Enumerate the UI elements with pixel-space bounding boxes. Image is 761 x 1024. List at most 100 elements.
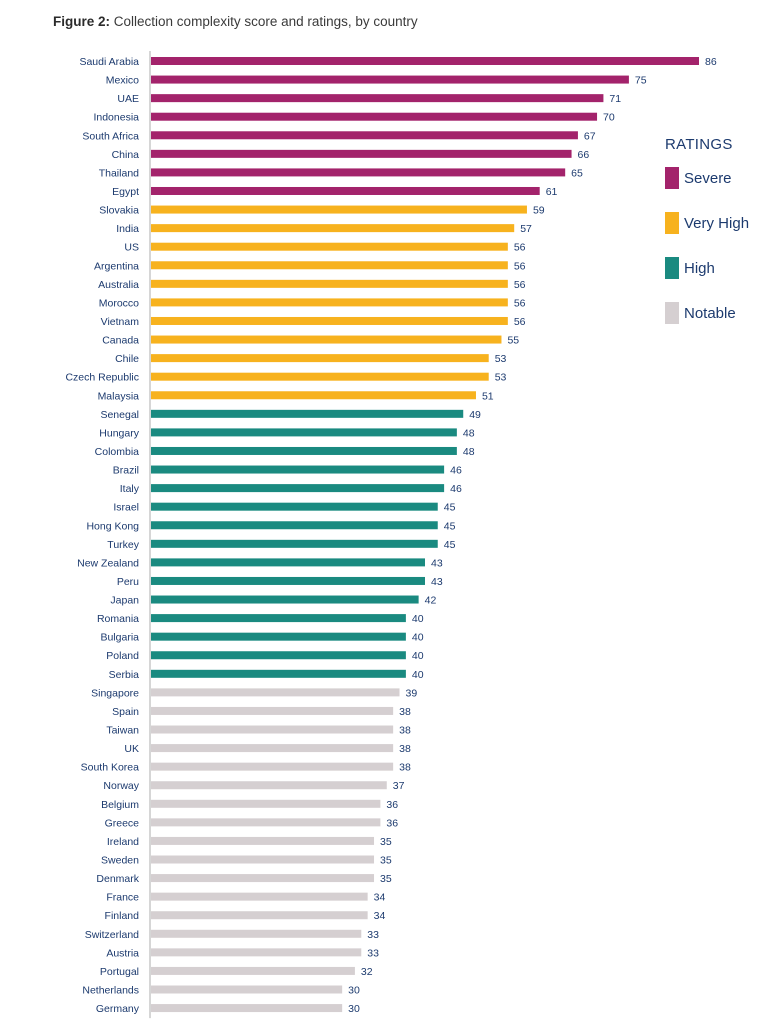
legend-item-notable: Notable bbox=[665, 302, 761, 324]
bar bbox=[151, 929, 362, 938]
value-label: 30 bbox=[348, 985, 360, 997]
category-label: Switzerland bbox=[85, 929, 139, 941]
legend-swatch-high bbox=[665, 257, 679, 279]
bar bbox=[151, 149, 572, 158]
bar bbox=[151, 168, 566, 177]
value-label: 56 bbox=[514, 297, 526, 309]
value-label: 33 bbox=[367, 947, 379, 959]
legend-label-severe: Severe bbox=[684, 169, 732, 187]
category-label: Romania bbox=[97, 613, 139, 625]
bar bbox=[151, 688, 400, 697]
bar bbox=[151, 502, 438, 511]
category-label: Italy bbox=[120, 483, 140, 495]
bar bbox=[151, 874, 375, 883]
value-label: 70 bbox=[603, 112, 615, 124]
bar bbox=[151, 335, 502, 344]
category-label: Bulgaria bbox=[100, 632, 139, 644]
bar bbox=[151, 112, 598, 121]
bar bbox=[151, 539, 438, 548]
value-label: 43 bbox=[431, 557, 443, 569]
category-label: New Zealand bbox=[77, 557, 139, 569]
value-label: 30 bbox=[348, 1003, 360, 1015]
category-label: Saudi Arabia bbox=[79, 56, 139, 68]
bar bbox=[151, 1004, 343, 1013]
category-label: Brazil bbox=[113, 465, 139, 477]
category-label: Taiwan bbox=[106, 725, 139, 737]
bar bbox=[151, 57, 699, 65]
category-label: Ireland bbox=[107, 836, 139, 848]
value-label: 57 bbox=[520, 223, 532, 235]
value-label: 75 bbox=[635, 75, 647, 87]
category-label: India bbox=[116, 223, 139, 235]
category-label: Canada bbox=[102, 335, 139, 347]
value-label: 38 bbox=[399, 725, 411, 737]
chart-title: Figure 2: Collection complexity score an… bbox=[53, 14, 418, 29]
category-label: Morocco bbox=[99, 297, 139, 309]
category-label: Poland bbox=[106, 650, 139, 662]
bar bbox=[151, 446, 457, 455]
value-label: 38 bbox=[399, 762, 411, 774]
bar bbox=[151, 855, 375, 864]
category-label: Chile bbox=[115, 353, 139, 365]
bar bbox=[151, 595, 419, 604]
value-label: 40 bbox=[412, 632, 424, 644]
category-label: Spain bbox=[112, 706, 139, 718]
bar bbox=[151, 391, 476, 400]
bar bbox=[151, 131, 578, 140]
value-label: 36 bbox=[386, 799, 398, 811]
bar bbox=[151, 576, 425, 585]
value-label: 36 bbox=[386, 817, 398, 829]
category-label: Belgium bbox=[101, 799, 139, 811]
category-label: Thailand bbox=[99, 167, 139, 179]
ratings-legend: RATINGS Severe Very High High Notable bbox=[665, 136, 761, 347]
category-label: Austria bbox=[106, 947, 139, 959]
category-label: Slovakia bbox=[99, 205, 139, 217]
value-label: 33 bbox=[367, 929, 379, 941]
legend-swatch-very-high bbox=[665, 212, 679, 234]
value-label: 35 bbox=[380, 873, 392, 885]
category-label: Hungary bbox=[99, 427, 139, 439]
category-label: Israel bbox=[113, 502, 139, 514]
value-label: 55 bbox=[507, 335, 519, 347]
bar bbox=[151, 409, 464, 418]
bar bbox=[151, 818, 381, 827]
value-label: 35 bbox=[380, 855, 392, 867]
category-label: France bbox=[106, 892, 139, 904]
category-label: Egypt bbox=[112, 186, 139, 198]
value-label: 61 bbox=[546, 186, 558, 198]
bar bbox=[151, 781, 387, 790]
value-label: 40 bbox=[412, 613, 424, 625]
bar bbox=[151, 985, 343, 994]
value-label: 65 bbox=[571, 167, 583, 179]
value-label: 35 bbox=[380, 836, 392, 848]
category-label: UAE bbox=[117, 93, 139, 105]
value-label: 49 bbox=[469, 409, 481, 421]
category-label: US bbox=[124, 242, 139, 254]
category-label: Peru bbox=[117, 576, 139, 588]
bar bbox=[151, 892, 368, 901]
value-label: 56 bbox=[514, 279, 526, 291]
category-label: South Korea bbox=[81, 762, 140, 774]
category-label: Portugal bbox=[100, 966, 139, 978]
value-label: 32 bbox=[361, 966, 373, 978]
category-label: Denmark bbox=[96, 873, 139, 885]
bar bbox=[151, 298, 508, 307]
bar bbox=[151, 632, 406, 641]
bar bbox=[151, 614, 406, 623]
bar bbox=[151, 911, 368, 920]
category-label: Netherlands bbox=[82, 985, 139, 997]
value-label: 46 bbox=[450, 483, 462, 495]
value-label: 86 bbox=[705, 56, 717, 68]
category-label: Australia bbox=[98, 279, 139, 291]
bar bbox=[151, 242, 508, 251]
category-label: Singapore bbox=[91, 687, 139, 699]
category-label: South Africa bbox=[82, 130, 139, 142]
value-label: 45 bbox=[444, 502, 456, 514]
value-label: 71 bbox=[609, 93, 621, 105]
category-label: Germany bbox=[96, 1003, 140, 1015]
value-label: 48 bbox=[463, 446, 475, 458]
bar bbox=[151, 669, 406, 678]
value-label: 59 bbox=[533, 205, 545, 217]
legend-item-very-high: Very High bbox=[665, 212, 761, 234]
value-label: 46 bbox=[450, 465, 462, 477]
